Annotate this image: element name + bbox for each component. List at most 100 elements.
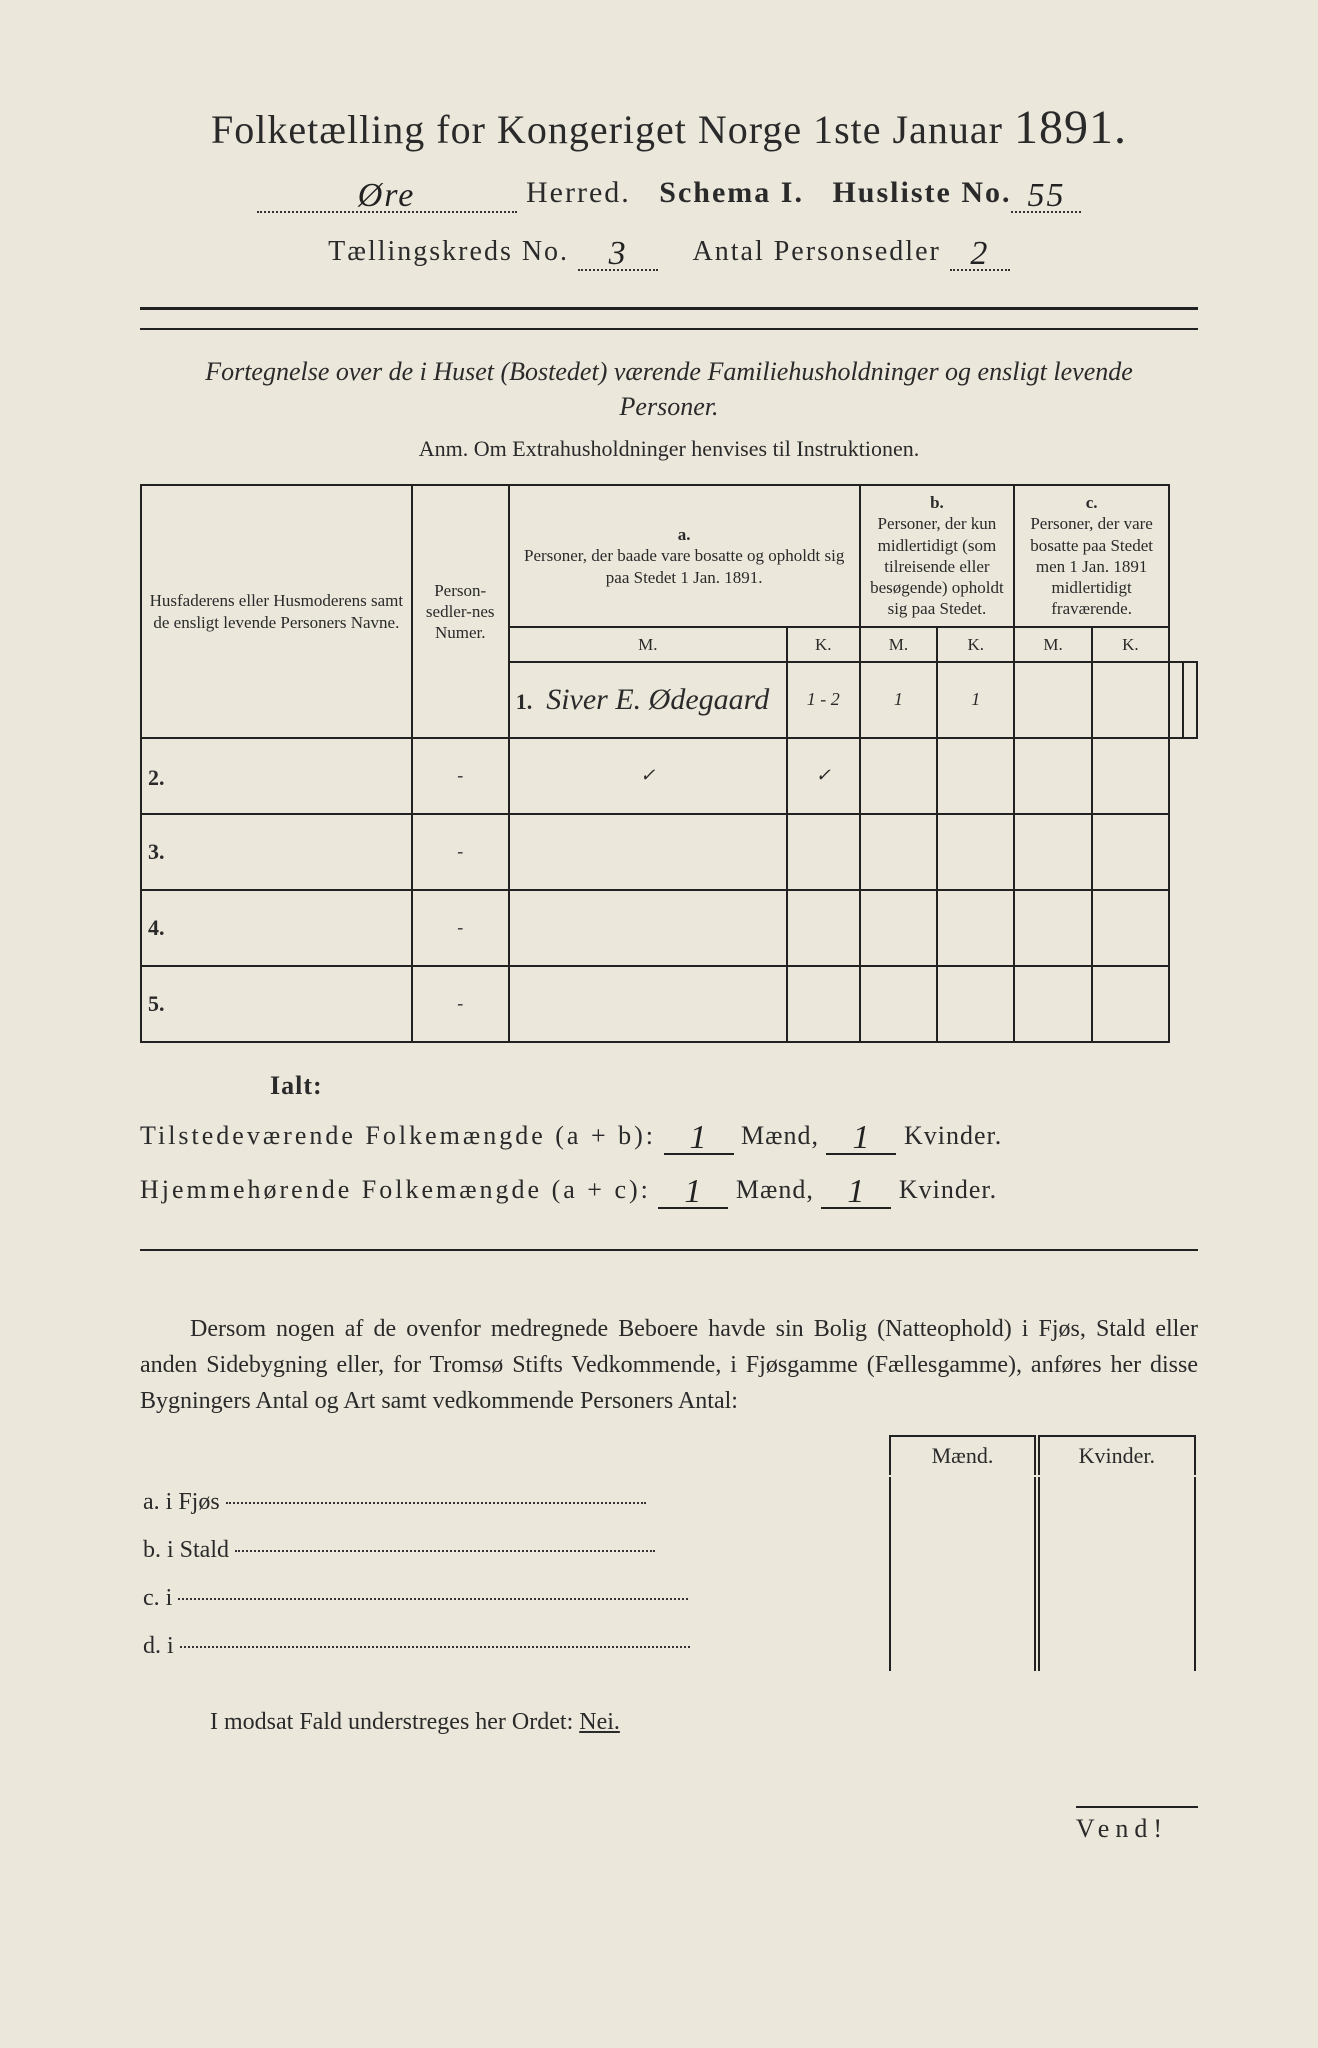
nei-word: Nei. [579,1709,620,1735]
totals-block: Ialt: Tilstedeværende Folkemængde (a + b… [140,1071,1198,1209]
bottom-cell-maend [889,1477,1035,1671]
header-b-m: M. [860,627,938,662]
header-c: c.Personer, der vare bosatte paa Stedet … [1014,485,1169,627]
annotation: Anm. Om Extrahusholdninger henvises til … [140,436,1198,462]
cell-c-m [1014,738,1092,814]
cell-b-k [937,814,1014,890]
subtitle: Fortegnelse over de i Huset (Bostedet) v… [180,354,1158,424]
header-c-k: K. [1092,627,1169,662]
row-c: c. i [143,1574,886,1622]
title-text: Folketælling for Kongeriget Norge 1ste J… [211,107,1003,152]
row-number: 1. [516,689,542,715]
census-form-page: Folketælling for Kongeriget Norge 1ste J… [0,0,1318,2048]
cell-num: 1 - 2 [787,662,860,738]
cell-a-m [509,814,787,890]
schema-label: Schema I. [659,176,804,209]
herred-value: Øre [358,177,416,214]
cell-c-m [1014,966,1092,1042]
cell-c-m [1014,814,1092,890]
cell-num: - [412,814,509,890]
header-line-3: Tællingskreds No. 3 Antal Personsedler 2 [140,231,1198,271]
husliste-value: 55 [1027,177,1065,214]
cell-c-k [1092,738,1169,814]
header-a: a.Personer, der baade vare bosatte og op… [509,485,860,627]
cell-b-m [860,738,938,814]
row-fjos: a. i Fjøs [143,1478,886,1526]
resident-women-value: 1 [847,1173,865,1210]
title-year: 1891. [1014,101,1127,154]
present-label: Tilstedeværende Folkemængde (a + b): [140,1121,656,1150]
resident-men-value: 1 [684,1173,702,1210]
page-title: Folketælling for Kongeriget Norge 1ste J… [140,100,1198,155]
kreds-field: 3 [578,231,658,271]
antal-value: 2 [970,235,989,272]
cell-c-m [1169,662,1183,738]
totals-row-resident: Hjemmehørende Folkemængde (a + c): 1 Mæn… [140,1169,1198,1209]
kreds-value: 3 [609,235,628,272]
cell-a-k [787,814,860,890]
present-women-value: 1 [852,1119,870,1156]
cell-num: - [412,738,509,814]
herred-field: Øre [257,173,517,213]
table-row: 2. - ✓ ✓ [141,738,1197,814]
outbuildings-table: Mænd. Kvinder. a. i Fjøs b. i Stald c. i… [140,1433,1198,1673]
present-men-field: 1 [664,1115,734,1155]
cell-b-k [937,738,1014,814]
table-row: 3. - [141,814,1197,890]
husliste-field: 55 [1011,173,1081,213]
cell-a-m: ✓ [509,738,787,814]
row-number: 3. [148,839,174,865]
person-name: Siver E. Ødegaard [546,683,769,716]
kreds-label: Tællingskreds No. [328,236,569,267]
modsat-text: I modsat Fald understreges her Ordet: [210,1709,573,1735]
cell-c-k [1092,966,1169,1042]
paragraph-instructions: Dersom nogen af de ovenfor medregnede Be… [140,1311,1198,1419]
divider [140,1249,1198,1251]
cell-b-m [1014,662,1092,738]
cell-c-k [1092,890,1169,966]
totals-row-present: Tilstedeværende Folkemængde (a + b): 1 M… [140,1115,1198,1155]
row-number: 4. [148,915,174,941]
cell-a-m [509,966,787,1042]
bottom-header-kvinder: Kvinder. [1038,1435,1196,1475]
header-b: b.Personer, der kun midlertidigt (som ti… [860,485,1015,627]
header-a-k: K. [787,627,860,662]
cell-c-k [1183,662,1197,738]
present-women-field: 1 [826,1115,896,1155]
cell-b-k [937,966,1014,1042]
cell-a-k: 1 [937,662,1014,738]
bottom-cell-kvinder [1038,1477,1196,1671]
resident-men-field: 1 [658,1169,728,1209]
resident-label: Hjemmehørende Folkemængde (a + c): [140,1175,651,1204]
cell-num: - [412,890,509,966]
row-stald: b. i Stald [143,1526,886,1574]
cell-a-k [787,966,860,1042]
antal-label: Antal Personsedler [693,236,941,267]
household-table: Husfaderens eller Husmoderens samt de en… [140,484,1198,1043]
row-d: d. i [143,1622,886,1670]
cell-b-k [1092,662,1169,738]
header-b-k: K. [937,627,1014,662]
cell-c-k [1092,814,1169,890]
cell-num: - [412,966,509,1042]
cell-b-m [860,890,938,966]
maend-label: Mænd, [741,1121,819,1150]
header-a-m: M. [509,627,787,662]
header-numer: Person-sedler-nes Numer. [412,485,509,738]
header-names: Husfaderens eller Husmoderens samt de en… [141,485,412,738]
present-men-value: 1 [690,1119,708,1156]
header-line-2: Øre Herred. Schema I. Husliste No.55 [140,173,1198,213]
husliste-label: Husliste No. [832,176,1011,209]
cell-a-k: ✓ [787,738,860,814]
resident-women-field: 1 [821,1169,891,1209]
cell-a-k [787,890,860,966]
cell-a-m [509,890,787,966]
antal-field: 2 [950,231,1010,271]
negative-line: I modsat Fald understreges her Ordet: Ne… [140,1709,1198,1736]
header-c-m: M. [1014,627,1092,662]
maend-label: Mænd, [736,1175,814,1204]
cell-b-k [937,890,1014,966]
row-number: 5. [148,991,174,1017]
kvinder-label: Kvinder. [899,1175,997,1204]
table-header-row-1: Husfaderens eller Husmoderens samt de en… [141,485,1197,627]
